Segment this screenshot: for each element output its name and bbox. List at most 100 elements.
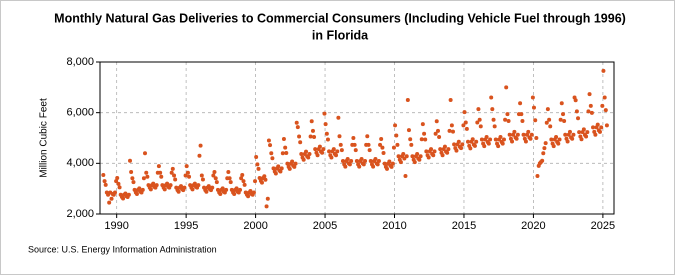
point xyxy=(432,149,437,154)
point xyxy=(151,181,156,186)
point xyxy=(338,142,343,147)
point xyxy=(196,183,201,188)
point xyxy=(398,160,403,165)
point xyxy=(187,174,192,179)
point xyxy=(349,159,354,164)
point xyxy=(514,136,519,141)
point xyxy=(462,110,467,115)
point xyxy=(297,134,302,139)
point xyxy=(468,146,473,151)
point xyxy=(393,123,398,128)
point xyxy=(268,143,273,148)
point xyxy=(472,143,477,148)
point xyxy=(295,125,300,130)
point xyxy=(165,181,170,186)
point xyxy=(599,125,604,130)
point xyxy=(595,122,600,127)
point xyxy=(269,151,274,156)
point xyxy=(262,174,267,179)
point xyxy=(548,124,553,129)
point xyxy=(585,130,590,135)
point xyxy=(570,136,575,141)
point xyxy=(463,120,468,125)
point xyxy=(460,142,465,147)
point xyxy=(321,147,326,152)
y-tick-label: 8,000 xyxy=(66,56,94,68)
point xyxy=(556,141,561,146)
point xyxy=(327,149,332,154)
point xyxy=(218,191,223,196)
y-tick-label: 2,000 xyxy=(66,208,94,220)
point xyxy=(493,137,498,142)
point xyxy=(240,172,245,177)
point xyxy=(271,166,276,171)
point xyxy=(184,164,189,169)
point xyxy=(492,124,497,129)
point xyxy=(335,149,340,154)
point xyxy=(173,177,178,182)
point xyxy=(192,181,197,186)
point xyxy=(340,159,345,164)
point xyxy=(121,196,126,201)
point xyxy=(317,144,322,149)
point xyxy=(371,164,376,169)
point xyxy=(162,187,167,192)
point xyxy=(597,129,602,134)
point xyxy=(255,162,260,167)
point xyxy=(140,187,145,192)
point xyxy=(449,123,454,128)
point xyxy=(496,144,501,149)
point xyxy=(116,181,121,186)
point xyxy=(452,142,457,147)
point xyxy=(224,187,229,192)
point xyxy=(549,137,554,142)
point xyxy=(365,134,370,139)
chart-title: in Florida xyxy=(312,28,369,42)
point xyxy=(378,142,383,147)
point xyxy=(426,155,431,160)
point xyxy=(259,180,264,185)
point xyxy=(379,137,384,142)
point xyxy=(242,182,247,187)
point xyxy=(533,118,538,123)
point xyxy=(320,150,325,155)
point xyxy=(141,176,146,181)
point xyxy=(406,128,411,133)
x-tick-label: 2010 xyxy=(382,220,406,232)
point xyxy=(325,137,330,142)
point xyxy=(210,185,215,190)
point xyxy=(172,173,177,178)
point xyxy=(589,110,594,115)
point xyxy=(459,146,464,151)
point xyxy=(264,204,269,209)
point xyxy=(470,137,475,142)
point xyxy=(373,157,378,162)
point xyxy=(551,144,556,149)
point xyxy=(109,196,114,201)
y-tick-label: 6,000 xyxy=(66,107,94,119)
point xyxy=(131,180,136,185)
point xyxy=(531,105,536,110)
point xyxy=(239,176,244,181)
point xyxy=(353,148,358,153)
point xyxy=(241,179,246,184)
point xyxy=(254,155,259,159)
point xyxy=(169,170,174,175)
point xyxy=(329,155,334,160)
point xyxy=(251,190,256,195)
point xyxy=(168,183,173,188)
point xyxy=(130,176,135,181)
point xyxy=(593,132,598,137)
point xyxy=(126,192,131,197)
point xyxy=(185,170,190,175)
point xyxy=(324,131,329,136)
point xyxy=(504,85,509,90)
point xyxy=(285,161,290,166)
point xyxy=(574,109,579,114)
point xyxy=(359,157,364,162)
point xyxy=(390,161,395,166)
point xyxy=(134,191,139,196)
point xyxy=(304,149,309,154)
point xyxy=(380,145,385,150)
point xyxy=(391,145,396,150)
